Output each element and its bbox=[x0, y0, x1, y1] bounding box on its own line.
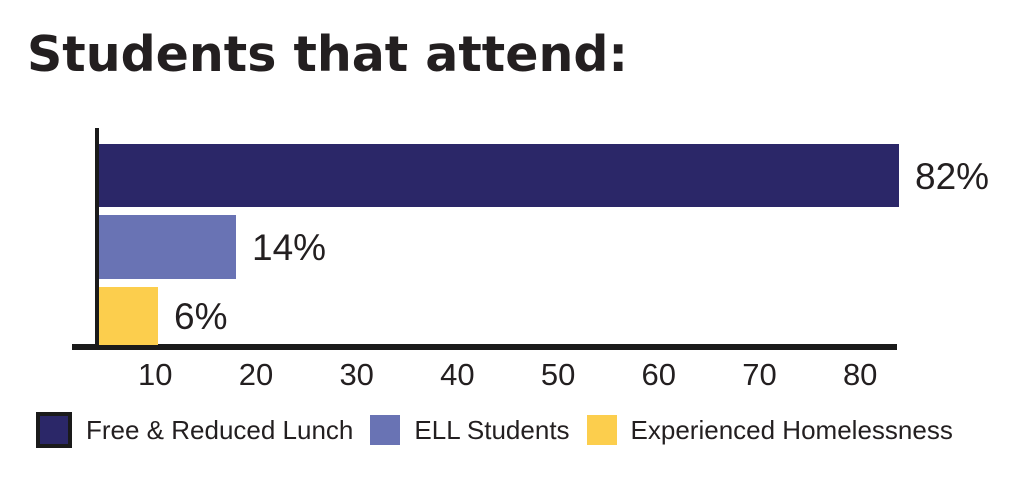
legend-swatch-free-reduced-lunch bbox=[36, 412, 72, 448]
bar-value-label: 14% bbox=[252, 227, 327, 268]
bar-value-label: 82% bbox=[915, 155, 990, 197]
x-tick-label: 70 bbox=[742, 357, 777, 392]
x-tick-label: 40 bbox=[440, 357, 475, 392]
y-axis-line bbox=[95, 128, 99, 349]
x-tick-label: 50 bbox=[540, 357, 576, 392]
x-axis-line bbox=[72, 344, 897, 350]
x-tick-label: 10 bbox=[138, 357, 173, 392]
legend-item: Free & Reduced Lunch bbox=[36, 412, 353, 448]
bar-ell-students bbox=[99, 215, 236, 279]
x-tick-label: 60 bbox=[641, 357, 677, 392]
legend-item: ELL Students bbox=[370, 414, 570, 446]
legend-item: Experienced Homelessness bbox=[586, 414, 953, 446]
x-tick-label: 20 bbox=[238, 357, 274, 392]
legend: Free & Reduced Lunch ELL Students Experien… bbox=[36, 412, 1006, 448]
bar-experienced-homelessness bbox=[99, 287, 158, 345]
bar-value-label: 6% bbox=[174, 296, 228, 337]
legend-swatch-ell-students bbox=[370, 415, 401, 445]
x-tick-label: 80 bbox=[842, 357, 878, 392]
bar-free-reduced-lunch bbox=[99, 144, 899, 207]
legend-label: Experienced Homelessness bbox=[630, 414, 953, 445]
legend-label: ELL Students bbox=[414, 414, 570, 445]
chart-title: Students that attend: bbox=[27, 26, 628, 83]
legend-label: Free & Reduced Lunch bbox=[86, 414, 354, 445]
legend-swatch-experienced-homelessness bbox=[586, 415, 617, 445]
x-tick-label: 30 bbox=[339, 357, 374, 392]
